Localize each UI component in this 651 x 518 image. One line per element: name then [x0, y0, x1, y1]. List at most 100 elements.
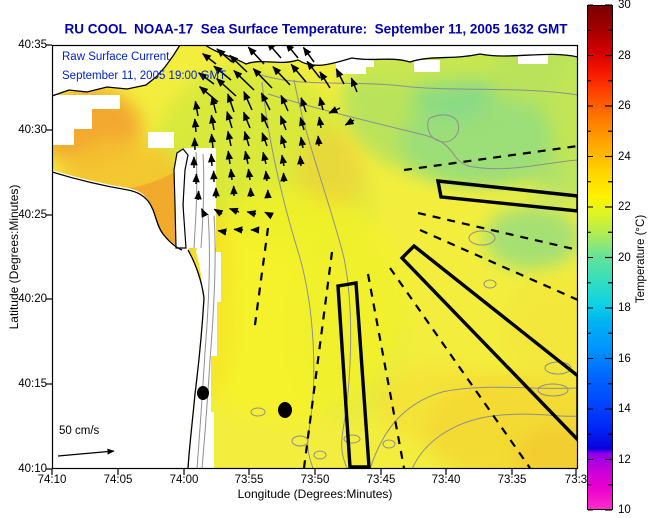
current-vector — [216, 48, 233, 63]
bathymetry-contour-blob — [250, 407, 266, 417]
x-tick-label: 73:3 — [564, 474, 588, 486]
current-vector — [246, 210, 257, 218]
bathymetry-contour — [369, 386, 578, 469]
current-vector — [227, 168, 236, 181]
current-vector — [243, 91, 253, 111]
buoy-dot — [278, 402, 292, 418]
y-tick-label: 40:25 — [18, 209, 47, 221]
land — [187, 210, 221, 469]
current-vector — [290, 63, 307, 83]
bathymetry-contour-blob — [468, 230, 496, 246]
colorbar-tick-label: 20 — [618, 251, 631, 264]
current-vector — [208, 133, 217, 149]
current-vector — [297, 155, 305, 167]
bathymetry-contour — [257, 73, 578, 96]
current-vector — [194, 190, 202, 201]
coastline — [187, 249, 205, 469]
current-vector — [191, 118, 200, 133]
traffic-lane-dashed-line — [417, 211, 578, 252]
no-data-patch — [414, 60, 440, 72]
colorbar-tick-label: 30 — [618, 0, 631, 11]
current-vector — [213, 208, 224, 217]
current-vector — [198, 72, 215, 85]
annotation-raw-surface-current: Raw Surface Current — [62, 51, 170, 63]
x-tick-label: 73:40 — [431, 474, 461, 486]
x-tick-label: 73:55 — [234, 474, 264, 486]
x-axis-label: Longitude (Degrees:Minutes) — [237, 487, 393, 501]
current-vector — [193, 100, 201, 117]
plot-border — [51, 44, 579, 470]
current-vector — [260, 92, 271, 111]
traffic-lane-dashed-line — [389, 267, 531, 469]
sst-blob — [515, 425, 578, 469]
current-vector — [261, 132, 269, 147]
colorbar-tick-label: 22 — [618, 201, 631, 213]
current-vector — [318, 96, 326, 111]
current-vector — [302, 46, 315, 63]
current-vector — [228, 207, 240, 215]
current-vector — [217, 228, 227, 236]
current-vector — [233, 226, 244, 234]
current-vector — [299, 116, 307, 131]
scale-arrow — [57, 448, 115, 457]
bathymetry-contour-blob — [483, 279, 497, 289]
current-vector — [242, 111, 251, 129]
coastline — [52, 45, 181, 97]
current-vector — [243, 150, 251, 165]
current-vector — [229, 54, 248, 73]
sst-blob — [296, 130, 364, 214]
plot-title: RU COOL NOAA-17 Sea Surface Temperature:… — [64, 21, 568, 37]
sst-blob — [165, 190, 405, 420]
x-tick-label: 74:00 — [169, 474, 199, 486]
no-data-patch — [52, 95, 92, 129]
current-vector — [213, 65, 232, 81]
bathymetry-contour — [427, 114, 460, 143]
bathymetry-contour — [200, 153, 205, 249]
land — [205, 45, 578, 66]
current-vector — [202, 52, 217, 65]
shipping-lane-polygon — [435, 179, 578, 213]
sst-map-layers — [52, 45, 578, 469]
x-tick-label: 73:35 — [497, 474, 527, 486]
current-vector — [260, 112, 269, 129]
current-vector — [279, 115, 288, 131]
x-tick-label: 74:05 — [103, 474, 133, 486]
y-tick-label: 40:30 — [18, 124, 47, 136]
y-tick-label: 40:20 — [18, 293, 47, 305]
current-vector — [225, 130, 234, 147]
sst-blob — [550, 52, 578, 188]
bathymetry-contour — [293, 79, 352, 469]
colorbar-tick-label: 14 — [618, 403, 631, 415]
current-vector — [306, 60, 321, 79]
current-vector — [266, 45, 282, 59]
shipping-lane-polygon — [399, 243, 578, 443]
sst-blob — [484, 206, 578, 270]
no-data-patch — [92, 95, 120, 109]
sst-blob — [503, 275, 578, 385]
colorbar-tick-label: 26 — [618, 100, 631, 112]
current-vector — [252, 68, 273, 89]
colorbar-tick-label: 28 — [618, 49, 631, 62]
current-vector — [216, 78, 237, 97]
current-vector — [272, 66, 291, 86]
y-tick-label: 40:10 — [18, 463, 47, 475]
x-tick-label: 74:10 — [37, 474, 67, 486]
current-vector — [225, 111, 234, 129]
current-vector — [247, 46, 265, 65]
shipping-lane-polygon — [336, 281, 371, 469]
colorbar-tick-label: 16 — [618, 352, 631, 365]
current-vector — [335, 68, 345, 85]
current-vector — [243, 130, 251, 147]
no-data-patch — [52, 129, 74, 145]
y-tick-label: 40:35 — [18, 39, 47, 51]
current-vector — [226, 93, 235, 113]
traffic-lane-dashed-line — [366, 273, 406, 469]
colorbar-tick-label: 18 — [618, 302, 631, 314]
current-vector — [300, 97, 308, 113]
current-vector — [210, 95, 218, 114]
coastline — [52, 171, 183, 251]
bathymetry-contour — [411, 413, 578, 469]
